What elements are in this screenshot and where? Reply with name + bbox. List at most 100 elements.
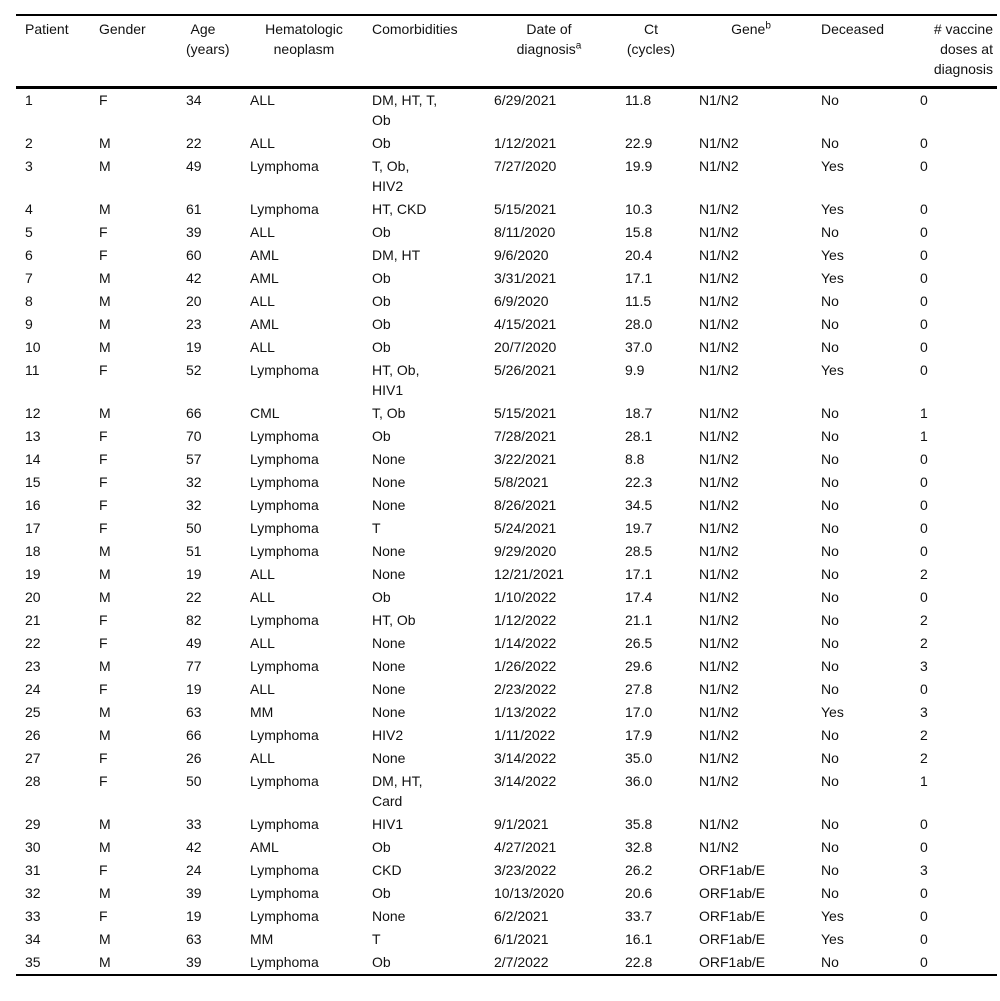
cell-doses: 0 (920, 543, 928, 559)
cell-deceased: Yes (821, 201, 844, 217)
cell-date: 5/15/2021 (494, 405, 557, 421)
column-header-doses: # vaccine doses at diagnosis (933, 21, 993, 77)
table-header: Patient Gender Age (years) Hematologic neop… (16, 15, 997, 88)
cell-gene: N1/N2 (699, 405, 739, 421)
cell-date: 7/27/2020 (494, 158, 557, 174)
cell-comorbidities: HIV2 (372, 727, 404, 743)
cell-ct: 35.0 (625, 750, 653, 766)
cell-comorbidities: None (372, 704, 406, 720)
table-row: 3 M 49 Lymphoma T, Ob, HIV2 7/27/2020 19.9 N1/N… (16, 155, 997, 198)
table-row: 7 M 42 AML Ob 3/31/2021 17.1 N1/N2 Yes 0 (16, 267, 997, 290)
cell-ct: 17.1 (625, 566, 653, 582)
cell-age: 63 (186, 931, 202, 947)
cell-gender: M (99, 201, 111, 217)
cell-age: 57 (186, 451, 202, 467)
cell-comorbidities: None (372, 750, 406, 766)
cell-neoplasm: ALL (250, 635, 275, 651)
cell-gene: N1/N2 (699, 92, 739, 108)
cell-age: 32 (186, 497, 202, 513)
cell-deceased: No (821, 92, 839, 108)
cell-patient: 19 (25, 566, 41, 582)
cell-date: 20/7/2020 (494, 339, 557, 355)
cell-comorbidities: None (372, 497, 406, 513)
cell-patient: 10 (25, 339, 41, 355)
cell-deceased: No (821, 316, 839, 332)
cell-age: 66 (186, 727, 202, 743)
cell-comorbidities: Ob (372, 224, 391, 240)
cell-gene: N1/N2 (699, 543, 739, 559)
table-row: 24 F 19 ALL None 2/23/2022 27.8 N1/N2 No 0 (16, 678, 997, 701)
cell-comorbidities: CKD (372, 862, 402, 878)
cell-gene: N1/N2 (699, 612, 739, 628)
cell-gene: N1/N2 (699, 520, 739, 536)
cell-date: 4/27/2021 (494, 839, 557, 855)
cell-date: 1/14/2022 (494, 635, 557, 651)
cell-patient: 9 (25, 316, 33, 332)
cell-gender: M (99, 589, 111, 605)
cell-neoplasm: MM (250, 704, 274, 720)
cell-deceased: Yes (821, 362, 844, 378)
cell-patient: 13 (25, 428, 41, 444)
cell-patient: 21 (25, 612, 41, 628)
table-row: 2 M 22 ALL Ob 1/12/2021 22.9 N1/N2 No 0 (16, 132, 997, 155)
cell-comorbidities: None (372, 908, 406, 924)
cell-gene: N1/N2 (699, 135, 739, 151)
cell-date: 4/15/2021 (494, 316, 557, 332)
cell-neoplasm: ALL (250, 589, 275, 605)
table-row: 18 M 51 Lymphoma None 9/29/2020 28.5 N1/N2 No 0 (16, 540, 997, 563)
table-row: 35 M 39 Lymphoma Ob 2/7/2022 22.8 ORF1ab/E No 0 (16, 951, 997, 975)
cell-doses: 0 (920, 316, 928, 332)
cell-patient: 27 (25, 750, 41, 766)
cell-gender: M (99, 954, 111, 970)
cell-ct: 20.6 (625, 885, 653, 901)
cell-doses: 1 (920, 405, 928, 421)
cell-deceased: No (821, 816, 839, 832)
cell-comorbidities: None (372, 543, 406, 559)
cell-gender: M (99, 339, 111, 355)
cell-gene: N1/N2 (699, 704, 739, 720)
cell-neoplasm: ALL (250, 135, 275, 151)
cell-date: 1/13/2022 (494, 704, 557, 720)
table-row: 31 F 24 Lymphoma CKD 3/23/2022 26.2 ORF1ab/E No 3 (16, 859, 997, 882)
cell-date: 8/11/2020 (494, 224, 556, 240)
cell-age: 51 (186, 543, 202, 559)
table-row: 13 F 70 Lymphoma Ob 7/28/2021 28.1 N1/N2 No 1 (16, 425, 997, 448)
cell-age: 66 (186, 405, 202, 421)
cell-patient: 2 (25, 135, 33, 151)
cell-ct: 22.9 (625, 135, 653, 151)
table-row: 9 M 23 AML Ob 4/15/2021 28.0 N1/N2 No 0 (16, 313, 997, 336)
cell-date: 2/23/2022 (494, 681, 557, 697)
table-row: 8 M 20 ALL Ob 6/9/2020 11.5 N1/N2 No 0 (16, 290, 997, 313)
cell-gene: N1/N2 (699, 750, 739, 766)
cell-patient: 16 (25, 497, 41, 513)
cell-neoplasm: AML (250, 270, 279, 286)
cell-date: 9/29/2020 (494, 543, 557, 559)
cell-ct: 16.1 (625, 931, 653, 947)
cell-ct: 17.9 (625, 727, 653, 743)
cell-doses: 0 (920, 270, 928, 286)
table-row: 6 F 60 AML DM, HT 9/6/2020 20.4 N1/N2 Yes 0 (16, 244, 997, 267)
cell-gene: N1/N2 (699, 497, 739, 513)
cell-patient: 26 (25, 727, 41, 743)
cell-neoplasm: ALL (250, 224, 275, 240)
cell-deceased: Yes (821, 931, 844, 947)
column-header-ct: Ct (cycles) (626, 21, 676, 57)
cell-gene: ORF1ab/E (699, 908, 766, 924)
cell-neoplasm: AML (250, 316, 279, 332)
cell-deceased: No (821, 428, 839, 444)
cell-age: 52 (186, 362, 202, 378)
cell-doses: 2 (920, 635, 928, 651)
cell-deceased: No (821, 635, 839, 651)
cell-gender: M (99, 816, 111, 832)
cell-deceased: Yes (821, 704, 844, 720)
cell-doses: 0 (920, 954, 928, 970)
cell-gene: ORF1ab/E (699, 931, 766, 947)
cell-deceased: No (821, 862, 839, 878)
cell-date: 1/10/2022 (494, 589, 557, 605)
cell-neoplasm: Lymphoma (250, 658, 319, 674)
cell-comorbidities: Ob (372, 954, 391, 970)
table-row: 25 M 63 MM None 1/13/2022 17.0 N1/N2 Yes 3 (16, 701, 997, 724)
cell-comorbidities: Ob (372, 428, 391, 444)
cell-comorbidities: None (372, 474, 406, 490)
